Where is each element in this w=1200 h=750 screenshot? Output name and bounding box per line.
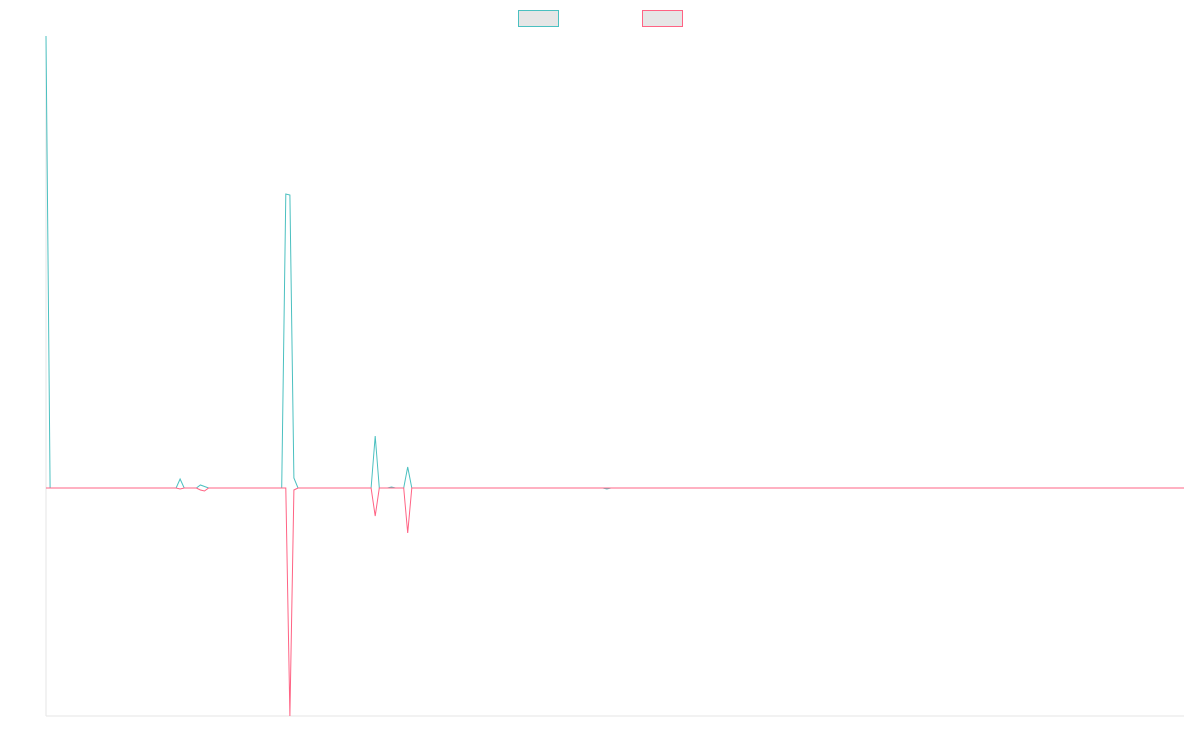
legend-item-1[interactable] <box>518 10 559 27</box>
legend-swatch-2 <box>642 10 683 27</box>
series-layer <box>45 35 1184 717</box>
legend-item-2[interactable] <box>642 10 683 27</box>
series-line-1 <box>45 35 1184 490</box>
legend-swatch-1 <box>518 10 559 27</box>
series-line-2 <box>46 487 1184 717</box>
legend <box>518 10 683 27</box>
axes <box>45 36 1184 717</box>
